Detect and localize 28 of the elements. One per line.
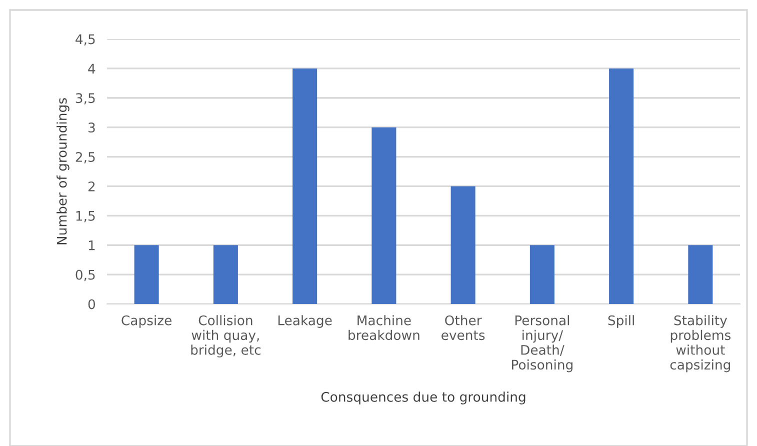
y-tick-label: 2 <box>88 181 95 192</box>
bar <box>292 68 318 304</box>
y-tick-label: 0,5 <box>76 270 95 282</box>
y-tick-label: 4 <box>88 64 96 74</box>
x-tick-label: Capsize <box>122 315 172 328</box>
y-tick-label: 3,5 <box>76 93 95 104</box>
x-tick-label: Spill <box>608 315 634 328</box>
y-tick-label: 0 <box>88 299 96 310</box>
bar <box>609 68 634 304</box>
x-tick-label: Collision with quay, bridge, etc <box>191 315 260 358</box>
y-tick-label: 1,5 <box>76 211 95 222</box>
y-axis-title: Number of groundings <box>56 98 70 244</box>
y-tick-label: 3 <box>88 122 95 133</box>
y-tick-label: 4,5 <box>76 34 95 46</box>
y-tick-label: 1 <box>88 240 95 250</box>
bar <box>688 245 713 304</box>
x-tick-label: Stability problems without capsizing <box>670 315 731 372</box>
x-tick-label: Leakage <box>278 315 332 328</box>
y-tick-label: 2,5 <box>76 152 95 164</box>
bar <box>213 245 238 304</box>
x-tick-label: Machine breakdown <box>348 315 420 340</box>
bar <box>530 245 554 304</box>
x-axis-title: Consquences due to grounding <box>321 392 526 404</box>
x-tick-label: Other events <box>442 315 485 340</box>
x-tick-label: Personal injury/ Death/ Poisoning <box>512 315 572 372</box>
bar <box>372 127 396 304</box>
bar <box>134 245 159 304</box>
bar <box>450 186 476 304</box>
